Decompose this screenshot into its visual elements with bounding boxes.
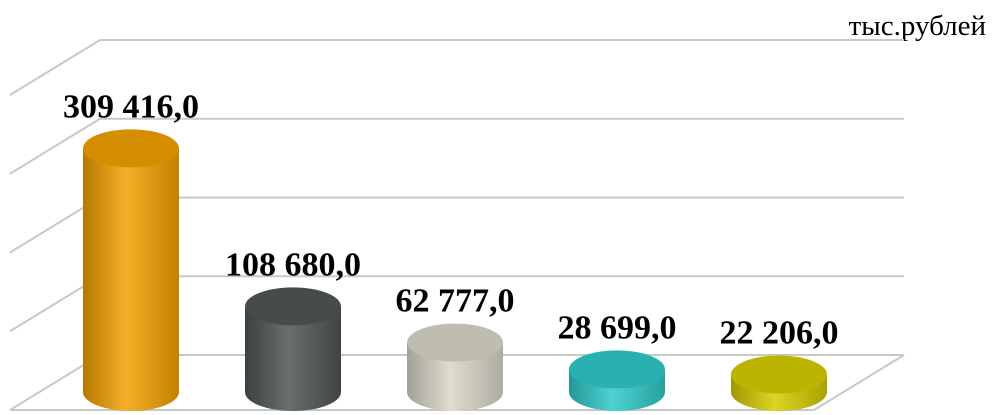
bar-5 xyxy=(731,355,827,411)
bar-top xyxy=(407,323,503,362)
bar-body xyxy=(245,306,341,411)
unit-label: тыс.рублей xyxy=(848,10,986,42)
value-label: 309 416,0 xyxy=(63,88,199,125)
bar-top xyxy=(731,355,827,394)
value-label: 108 680,0 xyxy=(225,246,361,283)
bar-top xyxy=(569,350,665,389)
chart-value-labels: 309 416,0 108 680,0 62 777,0 28 699,0 22 206… xyxy=(63,88,839,351)
bar-1 xyxy=(83,129,179,411)
bar-3 xyxy=(407,323,503,411)
bar-2 xyxy=(245,287,341,411)
side-gridline xyxy=(9,39,101,96)
floor-right-edge xyxy=(813,354,905,411)
bar-top xyxy=(83,129,179,168)
value-label: 28 699,0 xyxy=(558,309,677,346)
bar-body xyxy=(407,342,503,411)
bar-body xyxy=(83,148,179,411)
value-label: 62 777,0 xyxy=(396,283,515,320)
bar-4 xyxy=(569,350,665,411)
side-gridline xyxy=(9,117,101,175)
bar-top xyxy=(245,287,341,326)
chart-bars xyxy=(83,129,827,411)
value-label: 22 206,0 xyxy=(720,315,839,352)
